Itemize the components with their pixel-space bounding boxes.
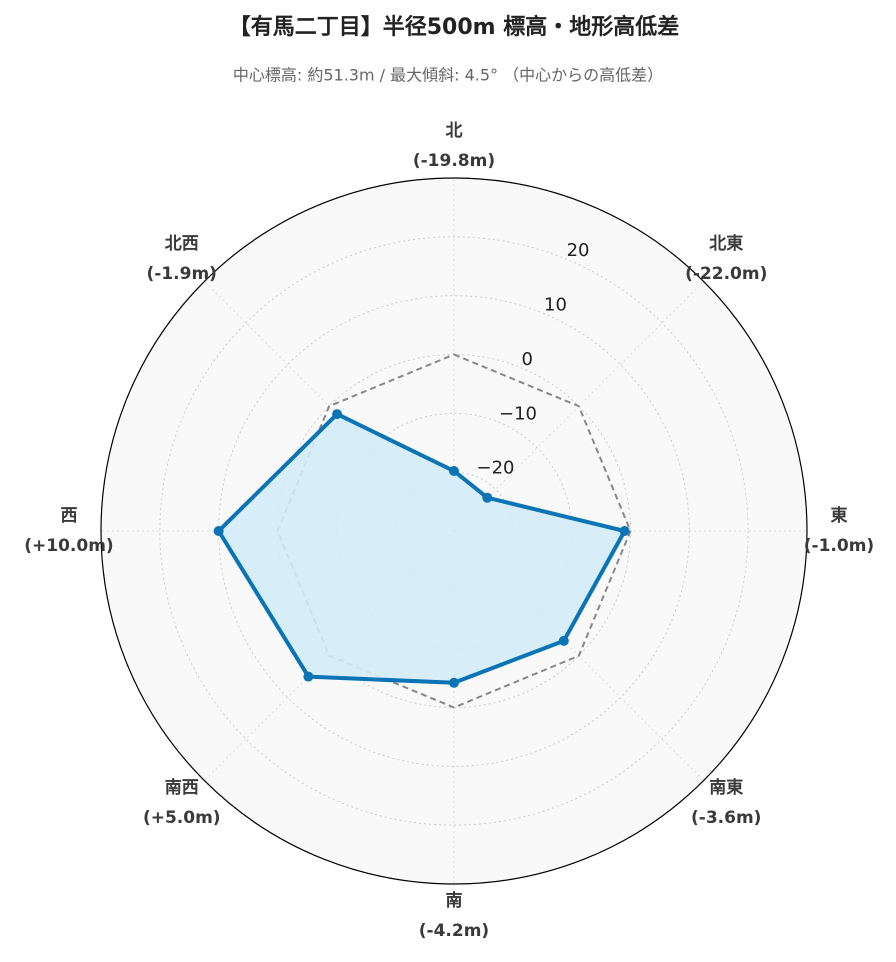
value-label: (+5.0m): [143, 808, 221, 828]
data-point: [482, 492, 493, 503]
r-tick-label: −10: [499, 403, 537, 424]
value-label: (-1.9m): [147, 264, 217, 284]
value-label: (-1.0m): [804, 536, 874, 556]
outer-circle: [100, 177, 808, 885]
data-point: [332, 409, 343, 420]
category-label: 東: [831, 505, 848, 526]
value-label: (-3.6m): [691, 808, 761, 828]
category-label: 南東: [709, 777, 743, 798]
value-label: (-22.0m): [685, 264, 767, 284]
data-point: [449, 465, 459, 476]
value-label: (+10.0m): [24, 536, 113, 556]
data-point: [558, 635, 569, 646]
r-tick-label: 10: [544, 295, 567, 316]
category-label: 西: [61, 506, 78, 526]
category-label: 南: [446, 890, 463, 911]
grid-circle: [159, 236, 749, 826]
category-label: 北東: [709, 233, 743, 254]
value-label: (-4.2m): [419, 921, 489, 941]
category-label: 北西: [165, 234, 199, 254]
data-point: [619, 526, 630, 536]
r-tick-label: 0: [522, 349, 533, 370]
r-tick-label: 20: [567, 240, 590, 261]
category-label: 南西: [165, 777, 199, 798]
r-tick-label: −20: [477, 458, 515, 479]
data-point: [213, 526, 224, 536]
chart-subtitle: 中心標高: 約51.3m / 最大傾斜: 4.5° （中心からの高低差）: [233, 66, 663, 85]
data-point: [303, 671, 314, 682]
data-point: [449, 677, 459, 688]
chart-title: 【有馬二丁目】半径500m 標高・地形高低差: [229, 14, 680, 40]
value-label: (-19.8m): [413, 151, 495, 171]
category-label: 北: [446, 121, 463, 141]
